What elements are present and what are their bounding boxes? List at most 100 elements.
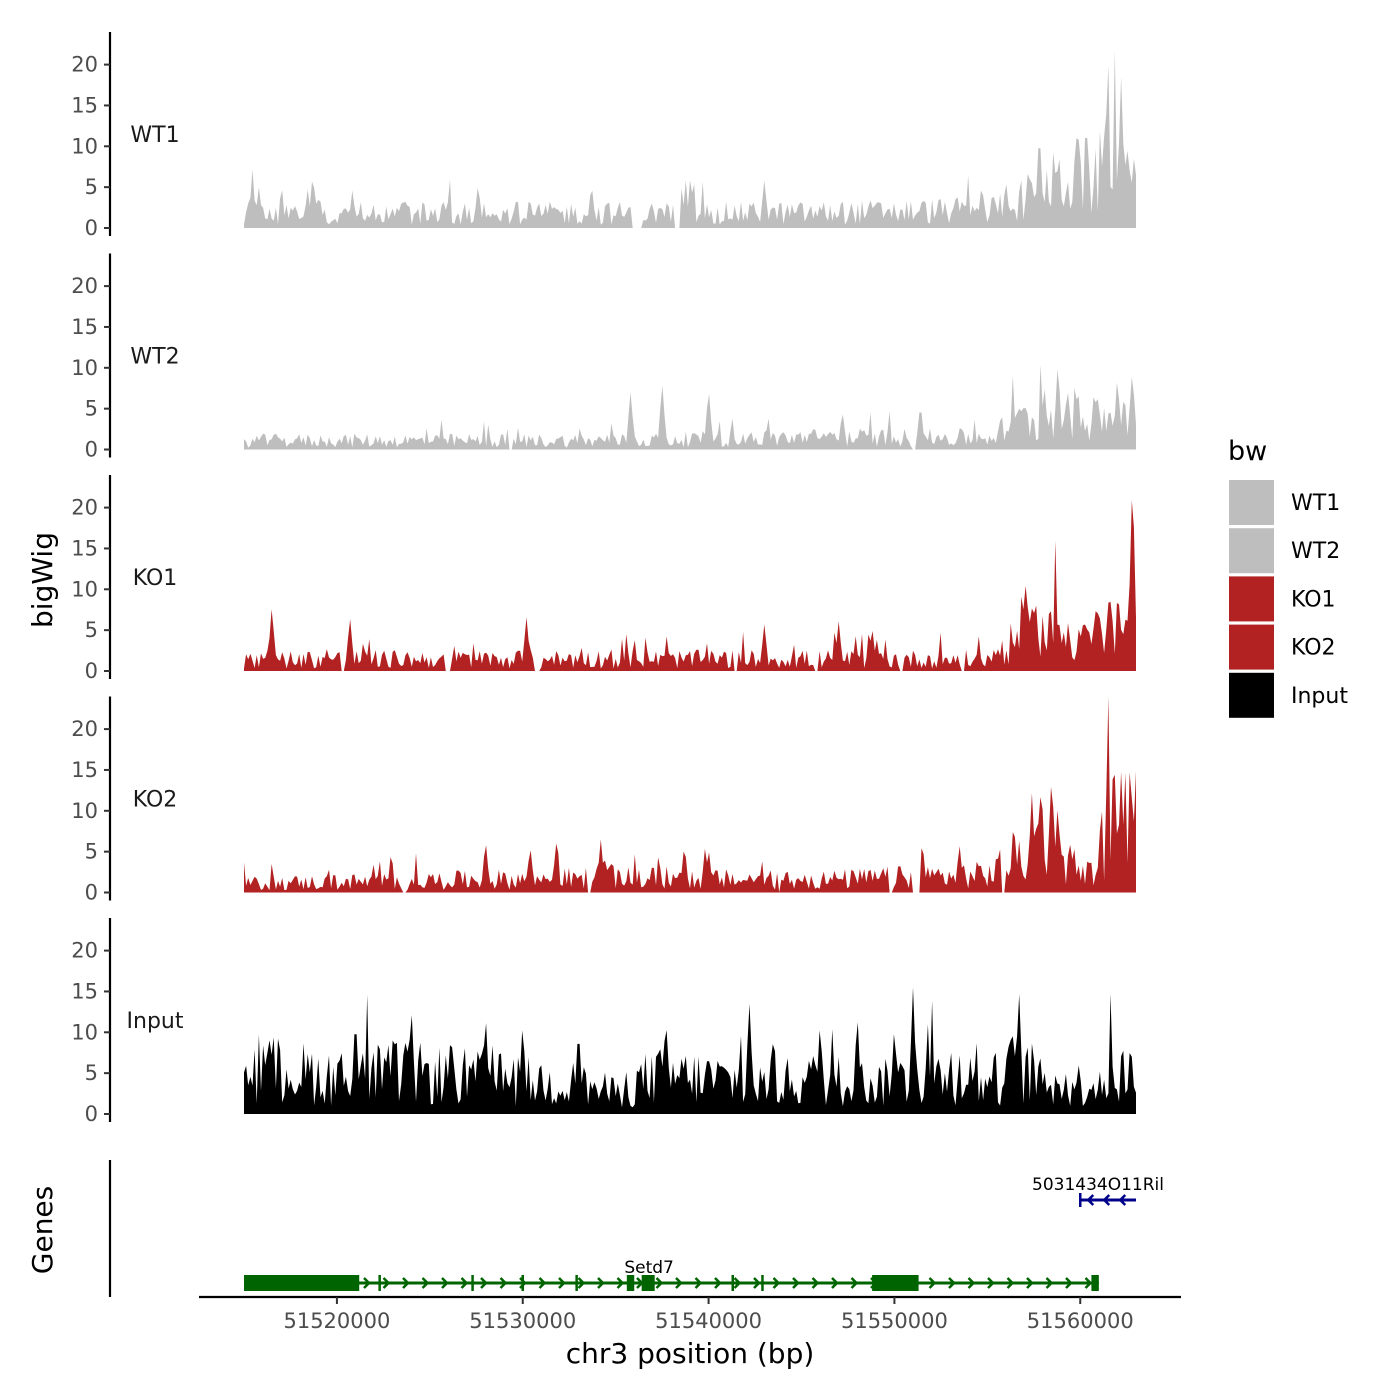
track-Input: 0 5 10 15 20 Input [71, 918, 1136, 1126]
y-tick-label: 10 [71, 134, 98, 158]
strand-arrow [811, 1277, 820, 1289]
y-tick-label: 0 [85, 1102, 98, 1126]
strand-arrow [714, 1277, 722, 1289]
y-tick-label: 15 [71, 758, 98, 782]
track-WT2: 0 5 10 15 20 WT2 [71, 253, 1136, 462]
x-tick-label: 51540000 [655, 1309, 762, 1333]
strand-arrow [831, 1277, 839, 1289]
strand-arrow [421, 1277, 430, 1289]
x-tick-label: 51530000 [469, 1309, 576, 1333]
strand-arrow [480, 1277, 488, 1289]
strand-arrow [772, 1277, 781, 1289]
x-axis-title: chr3 position (bp) [566, 1337, 815, 1370]
legend-label: KO2 [1291, 636, 1336, 661]
legend: bw WT1 WT2 KO1 KO2 Input [1228, 436, 1348, 718]
x-axis: 51520000 51530000 51540000 51550000 51560000 [199, 1295, 1181, 1333]
strand-arrow [558, 1277, 566, 1289]
strand-arrow [753, 1277, 761, 1289]
strand-arrow [792, 1277, 800, 1289]
strand-arrow [694, 1277, 703, 1289]
strand-arrow [850, 1277, 859, 1289]
strand-arrow [382, 1277, 391, 1289]
strand-arrow [967, 1277, 976, 1289]
y-tick-label: 15 [71, 315, 98, 339]
strand-arrow [1065, 1277, 1073, 1289]
coverage-area [244, 50, 1136, 228]
y-tick-label: 0 [85, 216, 98, 240]
y-tick-label: 20 [71, 274, 98, 298]
exon-block [641, 1275, 655, 1291]
y-tick-label: 5 [85, 175, 98, 199]
track-WT1: 0 5 10 15 20 WT1 [71, 32, 1136, 240]
x-tick-label: 51560000 [1027, 1309, 1134, 1333]
legend-swatch [1229, 672, 1274, 718]
track-label: KO2 [133, 788, 178, 813]
exon-block [1091, 1275, 1099, 1291]
strand-arrow [1006, 1277, 1015, 1289]
coverage-area [244, 696, 1136, 893]
y-tick-label: 20 [71, 717, 98, 741]
exon-block [626, 1275, 635, 1291]
y-tick-label: 15 [71, 93, 98, 117]
track-label: KO1 [133, 566, 178, 591]
y-tick-label: 15 [71, 979, 98, 1003]
strand-arrow [363, 1277, 371, 1289]
strand-arrow [1026, 1277, 1034, 1289]
x-tick-label: 51520000 [283, 1309, 390, 1333]
y-tick-label: 10 [71, 799, 98, 823]
y-tick-label: 20 [71, 496, 98, 520]
strand-arrow [1086, 1194, 1095, 1206]
x-tick-label: 51550000 [841, 1309, 948, 1333]
strand-arrow [616, 1277, 625, 1289]
strand-arrow [655, 1277, 664, 1289]
legend-label: KO1 [1291, 587, 1336, 612]
track-KO1: 0 5 10 15 20 KO1 [71, 475, 1136, 683]
y-tick-label: 10 [71, 356, 98, 380]
gene-name-label: Setd7 [624, 1258, 674, 1278]
legend-label: WT2 [1291, 539, 1340, 564]
y-tick-label: 5 [85, 618, 98, 642]
strand-arrow [928, 1277, 937, 1289]
strand-arrow [499, 1277, 508, 1289]
strand-arrow [460, 1277, 469, 1289]
legend-swatch [1229, 528, 1274, 574]
legend-swatch [1229, 624, 1274, 670]
exon-block [872, 1275, 919, 1291]
y-tick-label: 0 [85, 881, 98, 905]
strand-arrow [538, 1277, 547, 1289]
y-tick-label: 10 [71, 577, 98, 601]
coverage-area [244, 364, 1136, 450]
strand-arrow [1045, 1277, 1054, 1289]
strand-arrow [733, 1277, 742, 1289]
legend-swatch [1229, 576, 1274, 622]
y-tick-label: 5 [85, 840, 98, 864]
strand-arrow [675, 1277, 683, 1289]
y-tick-label: 15 [71, 536, 98, 560]
y-tick-label: 5 [85, 1061, 98, 1085]
gene-axis-title: Genes [26, 1186, 59, 1274]
strand-arrow [402, 1277, 410, 1289]
strand-arrow [1084, 1277, 1093, 1289]
gene-5031434O11Ril: 5031434O11Ril [1032, 1175, 1164, 1207]
track-label: Input [127, 1009, 184, 1034]
y-tick-label: 20 [71, 939, 98, 963]
track-label: WT2 [130, 345, 179, 370]
coverage-area [244, 987, 1136, 1114]
strand-arrow [597, 1277, 605, 1289]
strand-arrow [948, 1277, 956, 1289]
legend-title: bw [1228, 436, 1267, 467]
strand-arrow [577, 1277, 586, 1289]
strand-arrow [441, 1277, 449, 1289]
gene-annotation-panel: Setd7 5031434O11Ril [108, 1160, 1164, 1297]
y-tick-label: 0 [85, 659, 98, 683]
y-tick-label: 20 [71, 53, 98, 77]
gene-name-label: 5031434O11Ril [1032, 1175, 1164, 1195]
coverage-tracks: 0 5 10 15 20 WT1 0 5 10 15 20 WT2 0 5 10 15 20 KO1 0 5 10 15 2… [71, 32, 1136, 1126]
track-KO2: 0 5 10 15 20 KO2 [71, 696, 1136, 905]
gene-Setd7: Setd7 [244, 1258, 1099, 1291]
strand-arrow [1118, 1194, 1127, 1206]
legend-label: Input [1291, 684, 1348, 709]
y-axis-title: bigWig [26, 532, 59, 628]
coverage-area [244, 500, 1136, 671]
